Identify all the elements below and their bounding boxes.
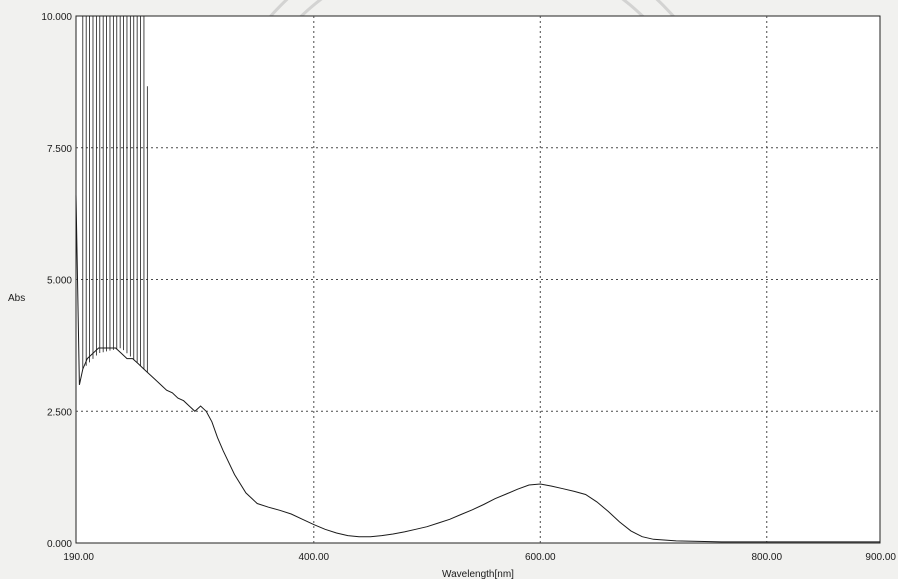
x-tick-label: 400.00	[299, 552, 330, 563]
y-axis-label: Abs	[8, 293, 25, 304]
y-tick-label: 5.000	[47, 276, 72, 287]
x-tick-label: 900.00	[865, 552, 896, 563]
y-tick-label: 10.000	[41, 12, 72, 23]
x-tick-label: 190.00	[63, 552, 94, 563]
gridlines	[76, 16, 880, 543]
x-axis-label: Wavelength[nm]	[442, 569, 514, 579]
noise-spikes	[82, 16, 148, 373]
absorbance-trace	[75, 195, 880, 543]
y-tick-label: 7.500	[47, 144, 72, 155]
x-tick-label: 600.00	[525, 552, 556, 563]
y-tick-label: 0.000	[47, 539, 72, 550]
y-tick-label: 2.500	[47, 407, 72, 418]
x-axis-ticks: 190.00 400.00 600.00 800.00 900.00	[63, 552, 896, 563]
x-tick-label: 800.00	[751, 552, 782, 563]
y-axis-ticks: 0.000 2.500 5.000 7.500 10.000	[41, 12, 72, 550]
